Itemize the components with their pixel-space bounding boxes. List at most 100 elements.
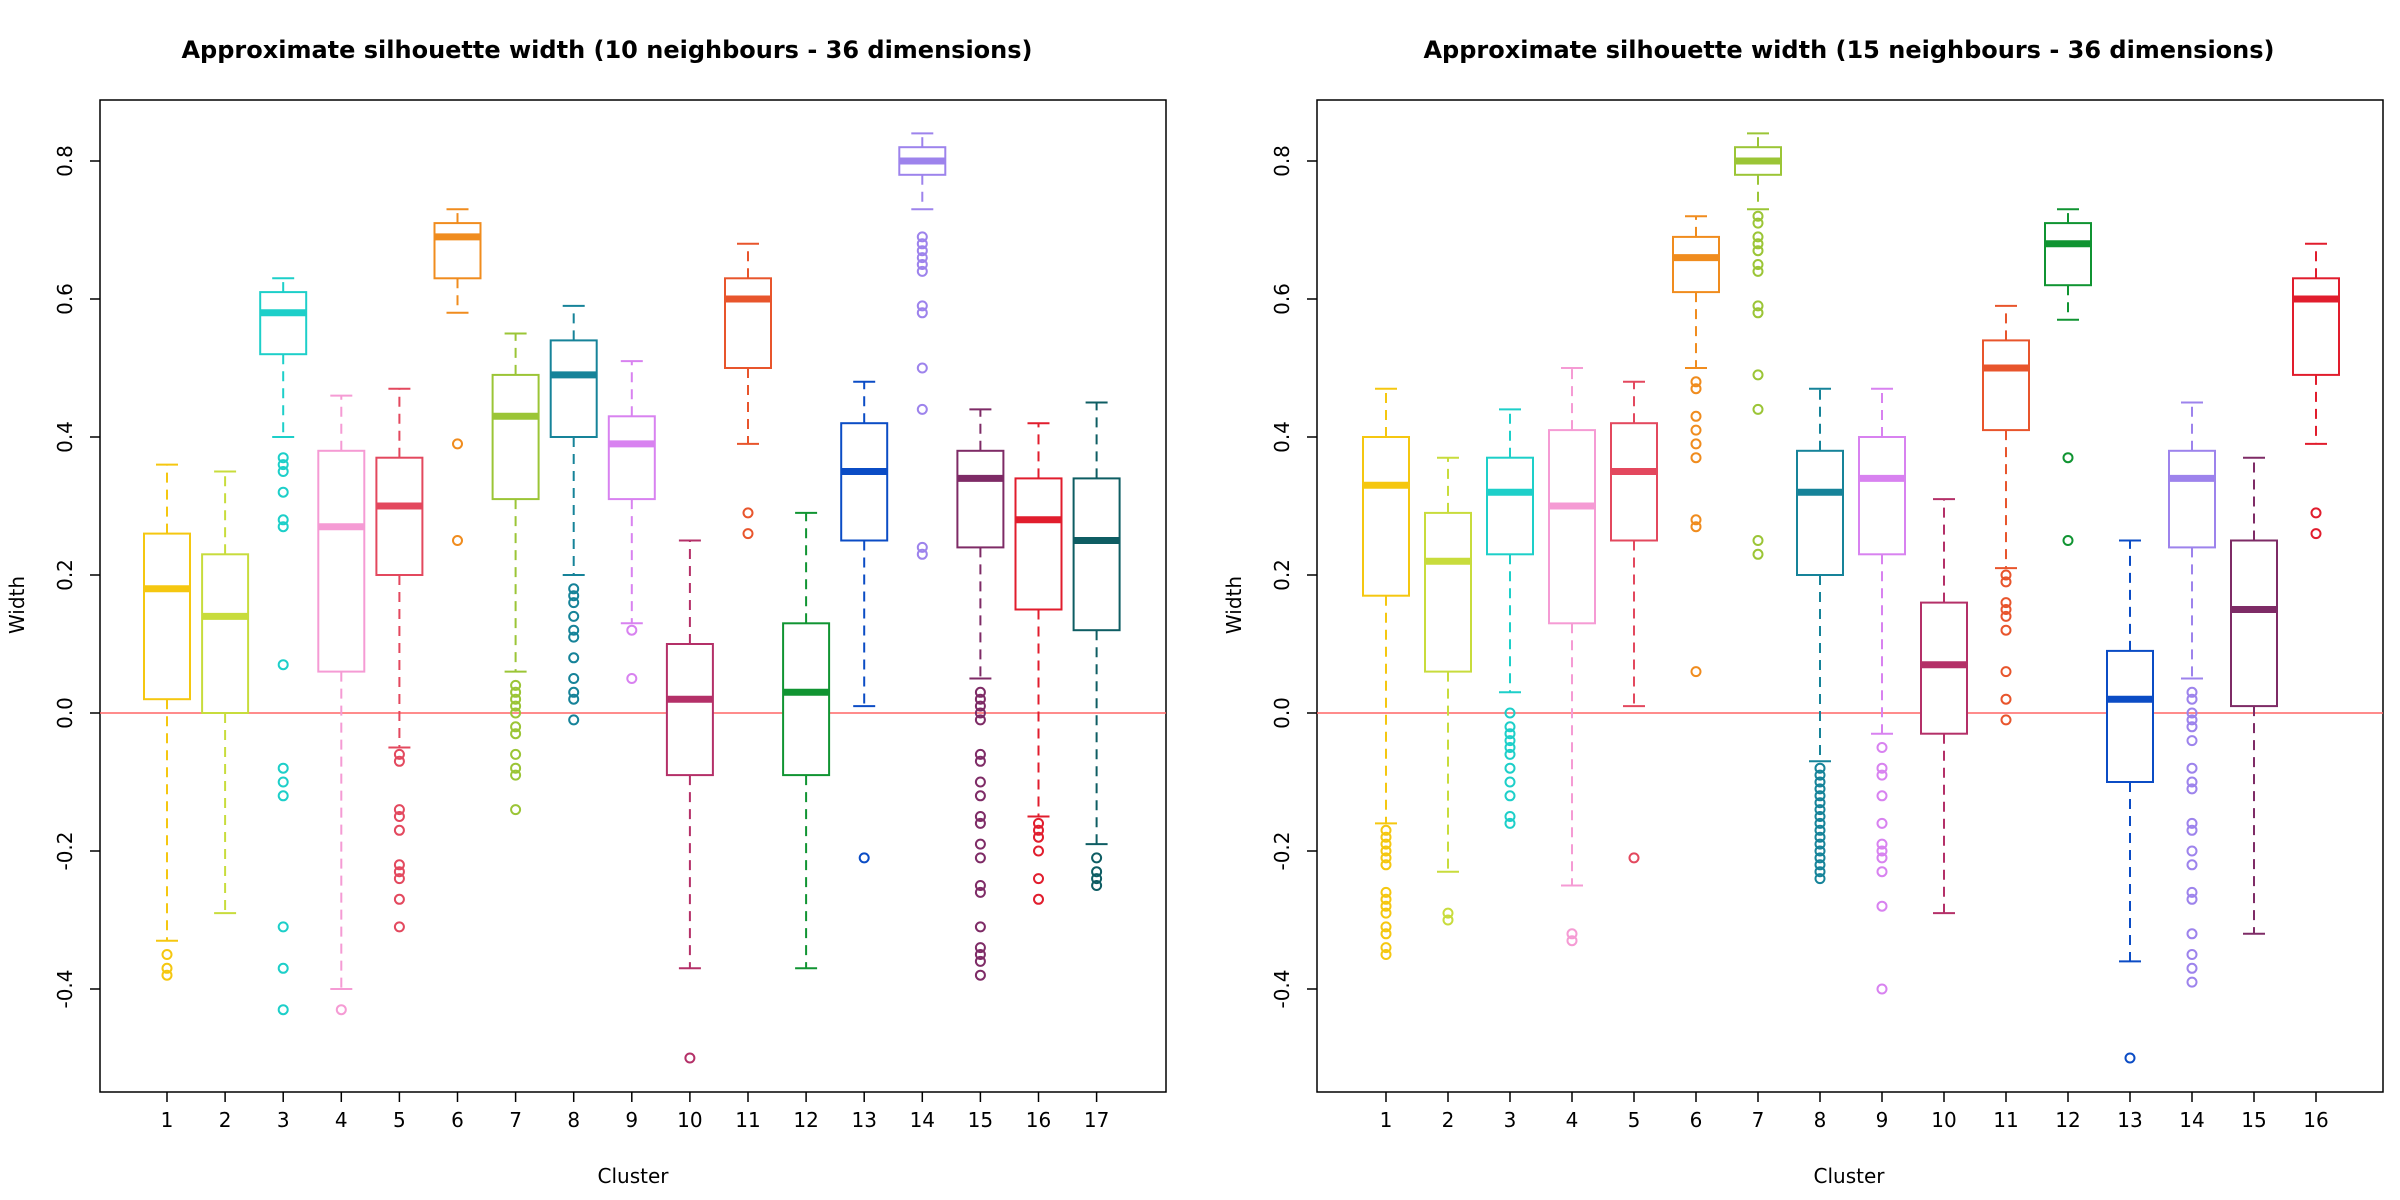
outlier-point [277,921,289,933]
outlier-point [1876,838,1888,850]
iqr-box [143,532,191,701]
box-cluster-3: 3 [259,277,308,1132]
outlier-point [2000,576,2012,588]
plot-area: -0.4-0.20.00.20.40.60.81 2 3 4 5 6 7 8 9 10 11 12 13… [1270,99,2384,1132]
outlier-point [2186,928,2198,940]
iqr-box [201,553,250,714]
outlier-point [1814,824,1826,836]
outlier-point [1442,907,1454,919]
iqr-box [2044,222,2092,287]
x-tick-label: 4 [1566,1108,1579,1132]
outlier-point [2124,1052,2136,1064]
outlier-point [1752,210,1764,222]
outlier-point [393,873,405,885]
outlier-point [1876,769,1888,781]
outlier-point [277,790,289,802]
iqr-box [549,339,598,438]
outlier-point [974,955,986,967]
outlier-point [393,921,405,933]
outlier-point [1752,307,1764,319]
y-tick-label: 0.8 [1270,145,1294,177]
outlier-point [568,686,580,698]
outlier-point [2186,721,2198,733]
outlier-point [684,1052,696,1064]
box-cluster-7: 7 [1734,132,1782,1132]
outlier-point [974,776,986,788]
outlier-point [974,748,986,760]
panel-left: Approximate silhouette width (10 neighbo… [5,36,1167,1188]
x-tick-label: 9 [1876,1108,1889,1132]
box-cluster-4: 4 [1548,367,1596,1132]
outlier-point [1814,817,1826,829]
outlier-point [161,949,173,960]
x-tick-label: 5 [1628,1108,1641,1132]
x-tick-label: 1 [1380,1108,1393,1132]
outlier-point [1814,804,1826,816]
x-tick-label: 11 [1993,1108,2018,1132]
outlier-point [393,866,405,878]
outlier-point [1690,666,1702,678]
outlier-point [2000,624,2012,636]
outlier-point [1091,866,1103,878]
outlier-point [1752,231,1764,243]
outlier-point [1752,245,1764,257]
iqr-box [317,449,366,673]
box-cluster-13: 13 [840,380,889,1132]
iqr-box [1014,477,1063,611]
box-cluster-12: 12 [782,511,831,1132]
x-tick-label: 13 [2117,1108,2142,1132]
outlier-point [1690,514,1702,526]
plot-frame [1316,99,2384,1093]
outlier-point [568,631,580,643]
outlier-point [1814,852,1826,864]
x-tick-label: 12 [2055,1108,2080,1132]
outlier-point [277,962,289,974]
outlier-point [1876,866,1888,878]
outlier-point [2186,845,2198,857]
iqr-box [665,643,714,777]
iqr-box [1796,449,1844,576]
outlier-point [2310,507,2322,519]
outlier-point [2186,776,2198,788]
y-tick-label: 0.2 [53,559,77,591]
outlier-point [1876,852,1888,864]
x-tick-label: 6 [1690,1108,1703,1132]
outlier-point [1033,817,1044,829]
box-cluster-10: 10 [1920,498,1968,1132]
outlier-point [974,886,986,898]
outlier-point [1876,790,1888,802]
outlier-point [1752,403,1764,415]
outlier-point [510,804,522,816]
iqr-box [840,422,889,542]
outlier-point [974,755,986,767]
outlier-point [1442,914,1454,926]
y-tick-label: 0.0 [53,697,77,729]
outlier-point [1033,831,1044,843]
box-cluster-11: 11 [1982,304,2030,1132]
y-tick-label: -0.4 [1270,969,1294,1008]
y-axis-label: Width [5,576,29,634]
outlier-point [974,942,986,954]
x-tick-label: 10 [1931,1108,1956,1132]
outlier-point [1814,859,1826,871]
y-tick-label: -0.4 [53,969,77,1008]
outlier-point [1380,893,1392,905]
box-cluster-8: 8 [1796,387,1844,1132]
x-tick-label: 3 [277,1108,290,1132]
outlier-point [1814,866,1826,878]
iqr-box [1072,477,1121,632]
outlier-point [1504,707,1516,719]
outlier-point [1690,521,1702,533]
outlier-point [1752,548,1764,560]
plot-area: -0.4-0.20.00.20.40.60.81 2 3 4 5 6 7 8 9 10 11 12 13… [53,99,1167,1132]
iqr-box [1610,422,1658,542]
outlier-point [2000,610,2012,622]
outlier-point [510,728,522,740]
outlier-point [1504,728,1516,740]
x-tick-label: 3 [1504,1108,1517,1132]
outlier-point [1504,735,1516,747]
box-cluster-9: 9 [1858,387,1906,1132]
x-axis-label: Cluster [1814,1164,1886,1188]
outlier-point [974,880,986,891]
box-cluster-3: 3 [1486,408,1534,1132]
